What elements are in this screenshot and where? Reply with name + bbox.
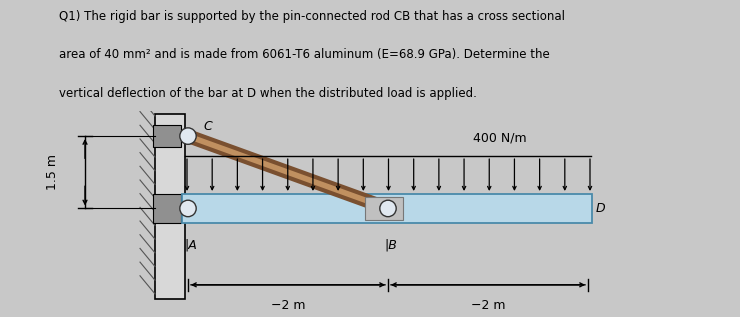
Bar <box>182 194 592 223</box>
Circle shape <box>180 128 196 144</box>
Text: −2 m: −2 m <box>471 299 505 312</box>
Text: |B: |B <box>385 239 397 252</box>
Bar <box>153 125 181 147</box>
Text: area of 40 mm² and is made from 6061-T6 aluminum (E=68.9 GPa). Determine the: area of 40 mm² and is made from 6061-T6 … <box>59 48 550 61</box>
Text: 1.5 m: 1.5 m <box>47 154 59 190</box>
Bar <box>153 194 181 223</box>
Text: D: D <box>596 202 605 215</box>
Text: 400 N/m: 400 N/m <box>473 132 527 145</box>
Text: C: C <box>203 120 212 133</box>
Text: Q1) The rigid bar is supported by the pin-connected rod CB that has a cross sect: Q1) The rigid bar is supported by the pi… <box>59 10 565 23</box>
Circle shape <box>180 200 196 217</box>
Text: |A: |A <box>184 239 198 252</box>
Circle shape <box>380 200 396 217</box>
Bar <box>155 114 185 299</box>
Text: −2 m: −2 m <box>271 299 305 312</box>
Text: vertical deflection of the bar at D when the distributed load is applied.: vertical deflection of the bar at D when… <box>59 87 477 100</box>
Bar <box>366 197 403 219</box>
